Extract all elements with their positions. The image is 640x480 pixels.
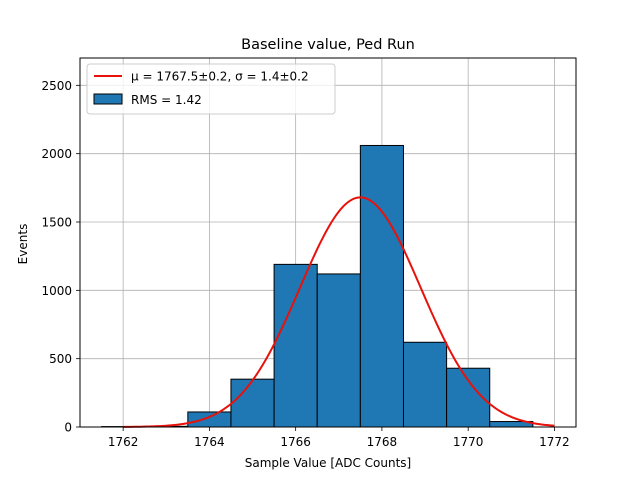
legend-box [86, 63, 336, 115]
y-tick-label: 2500 [41, 79, 72, 93]
y-tick-label: 1500 [41, 216, 72, 230]
y-tick-label: 0 [64, 421, 72, 435]
histogram-bars [101, 144, 534, 428]
legend-histogram-label: RMS = 1.42 [131, 93, 202, 107]
x-tick-label: 1762 [108, 435, 139, 449]
x-axis-label: Sample Value [ADC Counts] [245, 456, 411, 470]
legend: μ = 1767.5±0.2, σ = 1.4±0.2 RMS = 1.42 [86, 63, 336, 115]
histogram-bar [316, 273, 361, 428]
x-tick-label: 1764 [194, 435, 225, 449]
histogram-bar [402, 341, 448, 428]
x-axis-ticks: 1762 1764 1766 1768 1770 1772 [108, 427, 570, 449]
x-tick-label: 1766 [280, 435, 311, 449]
chart-title: Baseline value, Ped Run [241, 37, 415, 53]
grid-lines [80, 58, 576, 428]
legend-fit-label: μ = 1767.5±0.2, σ = 1.4±0.2 [131, 70, 309, 84]
plot-frame [79, 57, 577, 428]
legend-histogram-swatch [93, 93, 123, 105]
gaussian-fit [123, 196, 555, 428]
histogram-bar [359, 144, 404, 428]
y-axis-ticks: 0 500 1000 1500 2000 2500 [41, 79, 80, 435]
x-tick-label: 1768 [367, 435, 398, 449]
fit-curve [123, 196, 555, 428]
y-axis-label: Events [16, 224, 30, 265]
histogram-bar [273, 263, 318, 428]
y-tick-label: 500 [49, 352, 72, 366]
histogram-bar [230, 378, 275, 428]
y-tick-label: 2000 [41, 147, 72, 161]
x-tick-label: 1772 [539, 435, 570, 449]
x-tick-label: 1770 [453, 435, 484, 449]
y-tick-label: 1000 [41, 284, 72, 298]
histogram-bar [187, 411, 232, 428]
